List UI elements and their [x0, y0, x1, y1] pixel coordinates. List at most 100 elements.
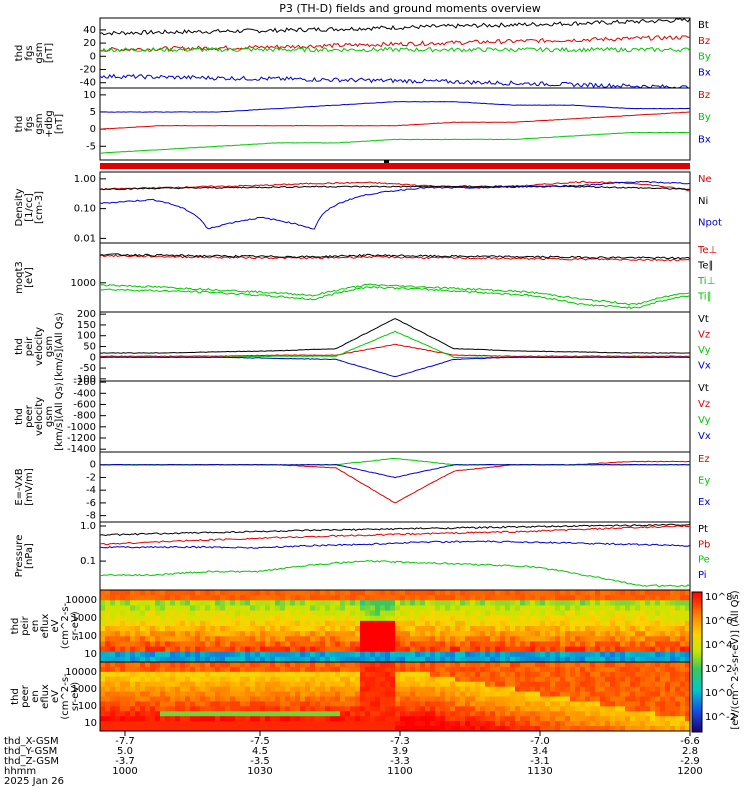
heatmap-cell [175, 701, 181, 707]
heatmap-cell [490, 671, 496, 678]
heatmap-cell [665, 626, 671, 632]
heatmap-cell [675, 656, 681, 663]
heatmap-cell [685, 701, 691, 707]
heatmap-cell [295, 686, 301, 692]
heatmap-cell [475, 620, 481, 627]
heatmap-cell [370, 656, 376, 663]
heatmap-cell [250, 662, 256, 668]
heatmap-cell [440, 666, 446, 673]
heatmap-cell [500, 701, 506, 707]
heatmap-cell [180, 636, 186, 642]
panel-ylabel: velocity [34, 397, 45, 436]
heatmap-cell [390, 716, 396, 722]
heatmap-cell [510, 646, 516, 653]
heatmap-cell [310, 651, 316, 658]
heatmap-cell [305, 671, 311, 678]
heatmap-cell [435, 651, 441, 658]
heatmap-cell [460, 701, 466, 707]
heatmap-cell [135, 726, 141, 732]
heatmap-cell [145, 721, 151, 727]
xaxis-value: -3.7 [115, 756, 135, 767]
heatmap-cell [275, 636, 281, 642]
heatmap-cell [420, 605, 426, 611]
heatmap-cell [295, 696, 301, 702]
heatmap-cell [665, 631, 671, 637]
heatmap-cell [280, 721, 286, 727]
heatmap-cell [205, 651, 211, 658]
heatmap-cell [445, 706, 451, 712]
heatmap-cell [595, 605, 601, 611]
heatmap-cell [520, 726, 526, 732]
heatmap-cell [135, 631, 141, 637]
heatmap-cell [655, 662, 661, 668]
heatmap-cell [685, 671, 691, 678]
heatmap-cell [410, 605, 416, 611]
heatmap-cell [405, 681, 411, 688]
heatmap-cell [205, 701, 211, 707]
legend-density-1: Ni [698, 196, 708, 207]
heatmap-cell [255, 681, 261, 688]
heatmap-cell [240, 605, 246, 611]
heatmap-cell [120, 716, 126, 722]
heatmap-cell [215, 651, 221, 658]
heatmap-cell [105, 651, 111, 658]
heatmap-cell [410, 620, 416, 627]
heatmap-cell [650, 662, 656, 668]
heatmap-cell [560, 651, 566, 658]
panel-frame [99, 380, 691, 453]
colorbar-swatch [692, 642, 702, 644]
heatmap-cell [395, 681, 401, 688]
heatmap-cell [510, 626, 516, 632]
heatmap-cell [540, 600, 546, 606]
heatmap-cell [625, 620, 631, 627]
panel-ylabel: eflux [40, 614, 51, 639]
heatmap-cell [635, 626, 641, 632]
heatmap-cell [220, 716, 226, 722]
heatmap-cell [670, 711, 676, 717]
heatmap-cell [395, 590, 401, 596]
heatmap-cell [640, 681, 646, 688]
heatmap-cell [685, 641, 691, 647]
xaxis-value: 5.0 [117, 746, 133, 757]
heatmap-cell [200, 671, 206, 678]
heatmap-cell [325, 691, 331, 697]
heatmap-cell [210, 666, 216, 673]
heatmap-cell [245, 711, 251, 717]
heatmap-cell [200, 615, 206, 622]
legend-pressure-3: Pi [698, 570, 707, 581]
heatmap-cell [640, 701, 646, 707]
heatmap-cell [505, 676, 511, 683]
heatmap-cell [650, 651, 656, 658]
heatmap-cell [190, 605, 196, 611]
heatmap-cell [130, 711, 136, 717]
heatmap-cell [315, 605, 321, 611]
heatmap-cell [590, 651, 596, 658]
heatmap-cell [150, 706, 156, 712]
heatmap-cell [175, 615, 181, 622]
colorbar-swatch [692, 696, 702, 698]
heatmap-cell [210, 721, 216, 727]
heatmap-cell [270, 605, 276, 611]
heatmap-cell [130, 610, 136, 617]
heatmap-cell [280, 711, 286, 717]
heatmap-cell [430, 590, 436, 596]
heatmap-cell [655, 610, 661, 617]
heatmap-cell [215, 610, 221, 617]
heatmap-cell [620, 706, 626, 712]
heatmap-cell [520, 701, 526, 707]
heatmap-cell [400, 706, 406, 712]
heatmap-cell [240, 615, 246, 622]
heatmap-cell [345, 721, 351, 727]
heatmap-cell [565, 595, 571, 601]
heatmap-cell [450, 666, 456, 673]
heatmap-cell [255, 711, 261, 717]
panel-ylabel: thd [14, 116, 25, 133]
heatmap-cell [145, 615, 151, 622]
heatmap-cell [685, 615, 691, 622]
heatmap-cell [415, 646, 421, 653]
heatmap-cell [670, 676, 676, 683]
heatmap-cell [405, 686, 411, 692]
heatmap-cell [125, 721, 131, 727]
heatmap-cell [560, 716, 566, 722]
colorbar-swatch [692, 702, 702, 704]
